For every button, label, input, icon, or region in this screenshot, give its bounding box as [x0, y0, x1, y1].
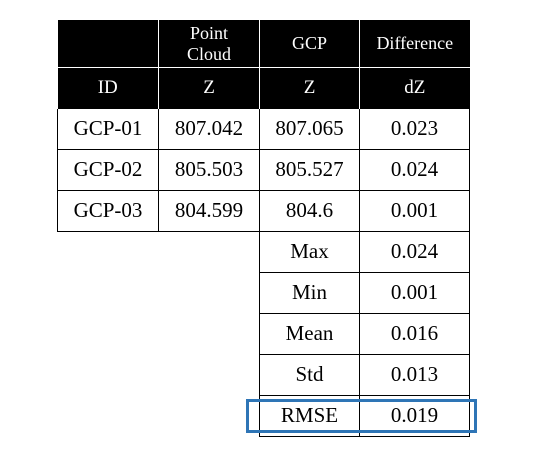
header-point-cloud: Point Cloud: [158, 20, 260, 68]
header-gcp: GCP: [259, 20, 360, 68]
stat-spacer: [58, 396, 159, 437]
stat-value: 0.016: [359, 313, 470, 355]
table-row: GCP-02 805.503 805.527 0.024: [57, 149, 470, 191]
header-point-cloud-label: Point Cloud: [186, 22, 231, 64]
header-dz: dZ: [359, 67, 470, 109]
cell-id: GCP-01: [57, 109, 159, 150]
table-row: GCP-03 804.599 804.6 0.001: [57, 190, 470, 232]
stat-spacer: [58, 273, 159, 314]
stat-spacer: [158, 354, 260, 396]
cell-id: GCP-02: [57, 149, 159, 191]
header-difference: Difference: [359, 20, 470, 68]
stat-row: Mean 0.016: [58, 313, 470, 355]
cell-dz: 0.001: [359, 190, 470, 232]
stat-label: Std: [259, 354, 360, 396]
header-row-2: ID Z Z dZ: [57, 67, 470, 109]
stat-spacer: [158, 395, 260, 437]
cell-pc-z: 804.599: [158, 190, 260, 232]
header-pc-z: Z: [158, 67, 260, 109]
stat-value: 0.019: [359, 395, 470, 437]
table-row: GCP-01 807.042 807.065 0.023: [57, 109, 470, 150]
header-gcp-z: Z: [259, 67, 360, 109]
stat-spacer: [58, 232, 159, 273]
cell-gcp-z: 804.6: [259, 190, 360, 232]
stat-value: 0.013: [359, 354, 470, 396]
cell-dz: 0.023: [359, 109, 470, 150]
stat-spacer: [58, 355, 159, 396]
cell-pc-z: 805.503: [158, 149, 260, 191]
cell-dz: 0.024: [359, 149, 470, 191]
header-id: ID: [57, 67, 159, 109]
cell-gcp-z: 805.527: [259, 149, 360, 191]
cell-id: GCP-03: [57, 190, 159, 232]
stat-label: RMSE: [259, 395, 360, 437]
results-table: Point Cloud GCP Difference ID Z Z dZ GCP…: [57, 20, 470, 437]
stat-label: Max: [259, 231, 360, 273]
stat-spacer: [158, 313, 260, 355]
stat-spacer: [58, 314, 159, 355]
stat-row: Std 0.013: [58, 354, 470, 396]
stat-spacer: [158, 272, 260, 314]
stat-value: 0.024: [359, 231, 470, 273]
stat-row: Max 0.024: [58, 231, 470, 273]
stat-row: Min 0.001: [58, 272, 470, 314]
cell-gcp-z: 807.065: [259, 109, 360, 150]
header-row-1: Point Cloud GCP Difference: [57, 20, 470, 68]
stat-label: Min: [259, 272, 360, 314]
cell-pc-z: 807.042: [158, 109, 260, 150]
stat-label: Mean: [259, 313, 360, 355]
stat-row-rmse: RMSE 0.019: [58, 395, 470, 437]
stat-spacer: [158, 231, 260, 273]
header-cell-empty: [57, 20, 159, 68]
stat-value: 0.001: [359, 272, 470, 314]
